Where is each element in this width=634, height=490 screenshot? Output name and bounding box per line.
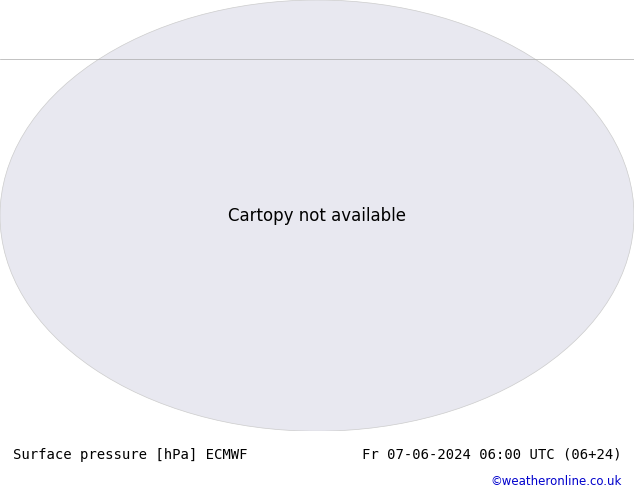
Text: Surface pressure [hPa] ECMWF: Surface pressure [hPa] ECMWF	[13, 448, 247, 462]
Ellipse shape	[0, 0, 634, 431]
Text: Cartopy not available: Cartopy not available	[228, 207, 406, 224]
Text: ©weatheronline.co.uk: ©weatheronline.co.uk	[490, 475, 621, 488]
Text: Fr 07-06-2024 06:00 UTC (06+24): Fr 07-06-2024 06:00 UTC (06+24)	[361, 448, 621, 462]
